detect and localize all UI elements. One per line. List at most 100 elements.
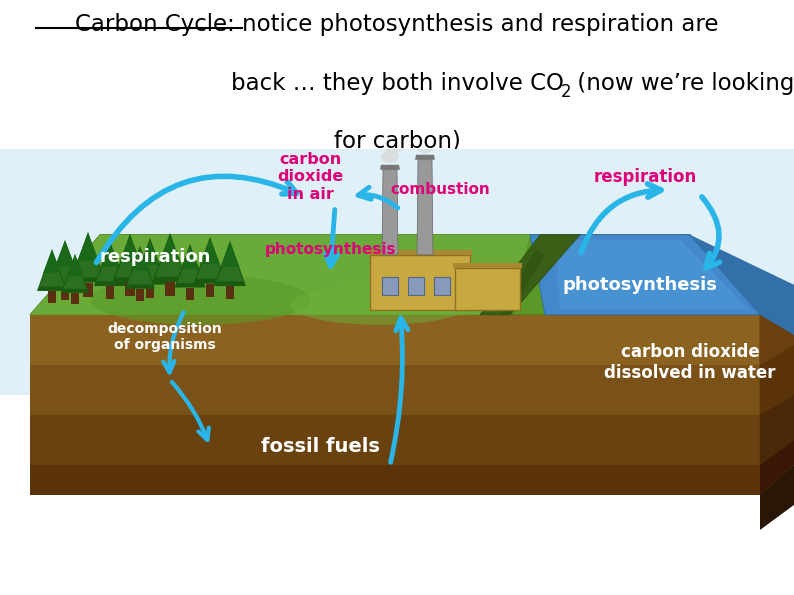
Text: combustion: combustion [390, 182, 490, 198]
Polygon shape [113, 234, 148, 282]
Ellipse shape [379, 131, 409, 152]
Polygon shape [64, 259, 87, 289]
Polygon shape [125, 282, 134, 296]
Polygon shape [120, 235, 141, 262]
Polygon shape [61, 254, 89, 293]
Polygon shape [127, 251, 152, 284]
Polygon shape [555, 240, 750, 310]
Polygon shape [480, 235, 580, 315]
Text: photosynthesis: photosynthesis [264, 242, 395, 257]
Text: 2: 2 [561, 83, 571, 101]
Polygon shape [500, 250, 545, 315]
Polygon shape [760, 465, 794, 530]
Polygon shape [181, 245, 199, 269]
Polygon shape [175, 244, 206, 287]
Ellipse shape [472, 285, 484, 290]
Ellipse shape [406, 45, 484, 99]
Ellipse shape [408, 64, 474, 110]
Polygon shape [194, 237, 226, 284]
Ellipse shape [484, 290, 495, 296]
Polygon shape [55, 241, 75, 267]
Polygon shape [43, 250, 61, 273]
Polygon shape [152, 233, 187, 282]
Polygon shape [70, 232, 106, 283]
Ellipse shape [290, 285, 470, 325]
Text: carbon
dioxide
in air: carbon dioxide in air [277, 152, 343, 202]
Polygon shape [370, 255, 470, 310]
Polygon shape [30, 415, 760, 465]
Ellipse shape [90, 275, 310, 325]
Polygon shape [200, 238, 220, 264]
Polygon shape [115, 240, 145, 277]
FancyBboxPatch shape [382, 277, 398, 295]
FancyBboxPatch shape [0, 149, 794, 595]
Polygon shape [760, 285, 794, 365]
FancyBboxPatch shape [0, 149, 794, 395]
Ellipse shape [414, 121, 444, 142]
Polygon shape [131, 247, 149, 271]
Polygon shape [60, 287, 69, 300]
Polygon shape [453, 263, 522, 268]
Text: decomposition
of organisms: decomposition of organisms [108, 322, 222, 352]
Polygon shape [97, 246, 123, 281]
Polygon shape [30, 465, 760, 495]
Polygon shape [100, 242, 120, 267]
Polygon shape [30, 315, 760, 365]
Polygon shape [40, 254, 64, 287]
Ellipse shape [371, 54, 449, 109]
Polygon shape [160, 234, 180, 261]
Text: respiration: respiration [593, 168, 696, 186]
Polygon shape [136, 289, 144, 301]
FancyBboxPatch shape [408, 277, 424, 295]
Polygon shape [73, 239, 103, 277]
Polygon shape [455, 268, 520, 310]
Polygon shape [214, 241, 246, 286]
Text: for carbon): for carbon) [333, 130, 461, 153]
Text: (now we’re looking at the C: (now we’re looking at the C [570, 71, 794, 95]
Ellipse shape [416, 140, 434, 153]
Text: fossil fuels: fossil fuels [260, 437, 380, 456]
Polygon shape [690, 235, 794, 335]
Polygon shape [67, 255, 83, 276]
Ellipse shape [373, 74, 439, 120]
Polygon shape [380, 165, 400, 170]
Polygon shape [415, 155, 435, 159]
Polygon shape [760, 285, 794, 495]
Polygon shape [760, 345, 794, 415]
Polygon shape [186, 287, 194, 300]
Polygon shape [106, 286, 114, 299]
Polygon shape [125, 246, 155, 289]
Polygon shape [140, 239, 160, 265]
Polygon shape [51, 246, 79, 282]
Polygon shape [165, 282, 175, 296]
Polygon shape [382, 170, 398, 255]
Polygon shape [37, 249, 67, 291]
Polygon shape [206, 284, 214, 297]
Polygon shape [30, 235, 760, 315]
Ellipse shape [377, 112, 419, 142]
Text: Carbon Cycle: notice photosynthesis and respiration are: Carbon Cycle: notice photosynthesis and … [75, 13, 719, 36]
Polygon shape [760, 440, 794, 495]
Polygon shape [530, 235, 760, 315]
Polygon shape [30, 235, 530, 315]
Text: carbon dioxide
dissolved in water: carbon dioxide dissolved in water [604, 343, 776, 382]
Polygon shape [417, 159, 433, 255]
Polygon shape [196, 243, 224, 279]
Text: back … they both involve CO: back … they both involve CO [230, 71, 564, 95]
Polygon shape [136, 244, 164, 280]
Ellipse shape [460, 292, 471, 298]
Polygon shape [156, 239, 185, 277]
Polygon shape [77, 233, 98, 261]
Polygon shape [71, 293, 79, 304]
Text: respiration: respiration [99, 248, 210, 266]
Polygon shape [760, 395, 794, 465]
Polygon shape [225, 286, 234, 299]
Text: photosynthesis: photosynthesis [563, 276, 718, 294]
Ellipse shape [445, 287, 456, 293]
Polygon shape [94, 241, 126, 286]
Polygon shape [30, 365, 760, 415]
Polygon shape [146, 284, 154, 298]
Ellipse shape [375, 93, 429, 131]
Polygon shape [83, 283, 93, 297]
Polygon shape [217, 246, 244, 281]
